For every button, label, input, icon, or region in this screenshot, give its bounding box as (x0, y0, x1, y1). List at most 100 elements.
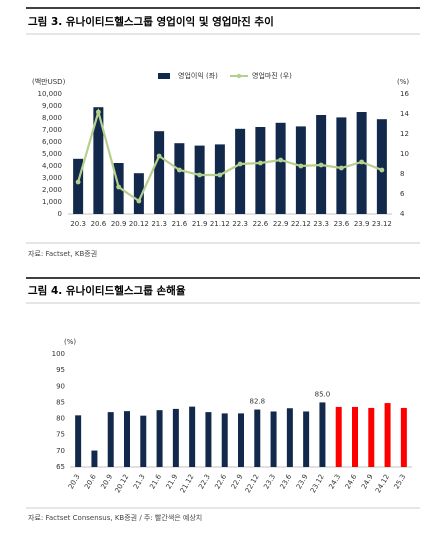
figure-title: 그림 4. 유나이티드헬스그룹 손해율 (28, 284, 186, 297)
point (338, 165, 344, 171)
x-tick-label: 22.3 (197, 473, 212, 491)
x-tick-label: 22.9 (273, 220, 289, 228)
data-label: 82.8 (249, 398, 265, 406)
legend-label: 영업마진 (우) (252, 71, 292, 80)
x-tick-label: 23.6 (334, 220, 350, 228)
bar (376, 119, 387, 214)
source: 자료: Factset, KB증권 (28, 249, 97, 258)
bar (221, 413, 228, 467)
x-tick-label: 22.6 (213, 473, 228, 491)
bar (352, 406, 358, 467)
point (298, 163, 304, 169)
bar (384, 403, 391, 467)
x-tick-label: 22.9 (230, 473, 245, 491)
bar (255, 127, 266, 214)
y-tick-label: 4,000 (42, 162, 62, 170)
x-tick-label: 23.12 (309, 473, 326, 494)
bar (335, 406, 342, 467)
point (197, 172, 203, 178)
source: 자료: Factset Consensus, KB증권 / 주: 빨간색은 예상… (28, 513, 202, 522)
x-tick-label: 20.3 (67, 473, 82, 491)
y-tick-label: 12 (400, 130, 409, 138)
y-unit: (%) (64, 338, 76, 346)
y-tick-label: 1,000 (42, 198, 62, 206)
x-tick-label: 21.6 (172, 220, 188, 228)
y-tick-label: 14 (400, 110, 409, 118)
bar (194, 145, 205, 214)
x-tick-label: 24.3 (327, 473, 342, 491)
point (95, 109, 101, 115)
y-tick-label: 6 (400, 190, 405, 198)
bar (93, 107, 104, 214)
x-tick-label: 23.12 (372, 220, 392, 228)
y-tick-label: 80 (56, 415, 65, 423)
bar (107, 412, 114, 467)
point (116, 184, 122, 190)
bar (156, 410, 163, 467)
y-tick-label: 5,000 (42, 150, 62, 158)
point (379, 167, 385, 173)
y-tick-label: 70 (56, 447, 65, 455)
y-tick-label: 3,000 (42, 174, 62, 182)
x-tick-label: 24.6 (344, 473, 359, 491)
x-tick-label: 21.3 (132, 473, 147, 491)
bar (73, 158, 84, 214)
x-tick-label: 20.12 (114, 473, 131, 494)
legend-label: 영업이익 (좌) (178, 71, 218, 80)
bar (254, 409, 261, 467)
y-tick-label: 65 (56, 463, 65, 471)
data-label: 85.0 (315, 390, 331, 398)
line (77, 107, 383, 203)
point (237, 161, 243, 167)
point (257, 160, 263, 166)
y-tick-label: 8,000 (42, 114, 62, 122)
x-tick-label: 21.9 (192, 220, 208, 228)
bar (319, 402, 326, 467)
point (75, 179, 81, 185)
x-tick-label: 22.3 (232, 220, 248, 228)
x-tick-label: 20.9 (111, 220, 127, 228)
bar (295, 126, 306, 214)
y-tick-label: 90 (56, 382, 65, 390)
legend-swatch (158, 73, 170, 79)
bar (75, 415, 82, 467)
bar (140, 415, 147, 467)
x-tick-label: 22.12 (244, 473, 261, 494)
bar (172, 408, 179, 467)
point (278, 157, 284, 163)
x-tick-label: 21.6 (148, 473, 163, 491)
bar (133, 173, 144, 214)
bar (205, 412, 212, 467)
x-tick-label: 23.9 (295, 473, 310, 491)
y-tick-label: 10,000 (38, 90, 63, 98)
y-tick-label: 9,000 (42, 102, 62, 110)
x-tick-label: 20.6 (83, 473, 98, 491)
x-tick-label: 21.3 (151, 220, 167, 228)
y-unit: (백만USD) (32, 77, 66, 86)
bar (303, 411, 310, 467)
x-tick-label: 22.12 (291, 220, 311, 228)
x-tick-label: 24.12 (374, 473, 391, 494)
bar (91, 450, 98, 467)
y-tick-label: 0 (58, 210, 62, 218)
bar (238, 413, 244, 467)
bar (189, 406, 196, 467)
x-tick-label: 23.9 (354, 220, 370, 228)
y-tick-label: 85 (56, 398, 65, 406)
x-tick-label: 23.6 (279, 473, 294, 491)
point (136, 198, 142, 204)
y-tick-label: 6,000 (42, 138, 62, 146)
x-tick-label: 21.9 (165, 473, 180, 491)
bar (270, 411, 277, 467)
x-tick-label: 20.9 (99, 473, 114, 491)
y-tick-label: 7,000 (42, 126, 62, 134)
bar (214, 144, 225, 214)
bar (368, 407, 375, 467)
bar (124, 411, 130, 467)
x-tick-label: 22.6 (253, 220, 269, 228)
x-tick-label: 24.9 (360, 473, 375, 491)
legend-marker (236, 73, 242, 79)
point (156, 153, 162, 159)
x-tick-label: 21.12 (210, 220, 230, 228)
